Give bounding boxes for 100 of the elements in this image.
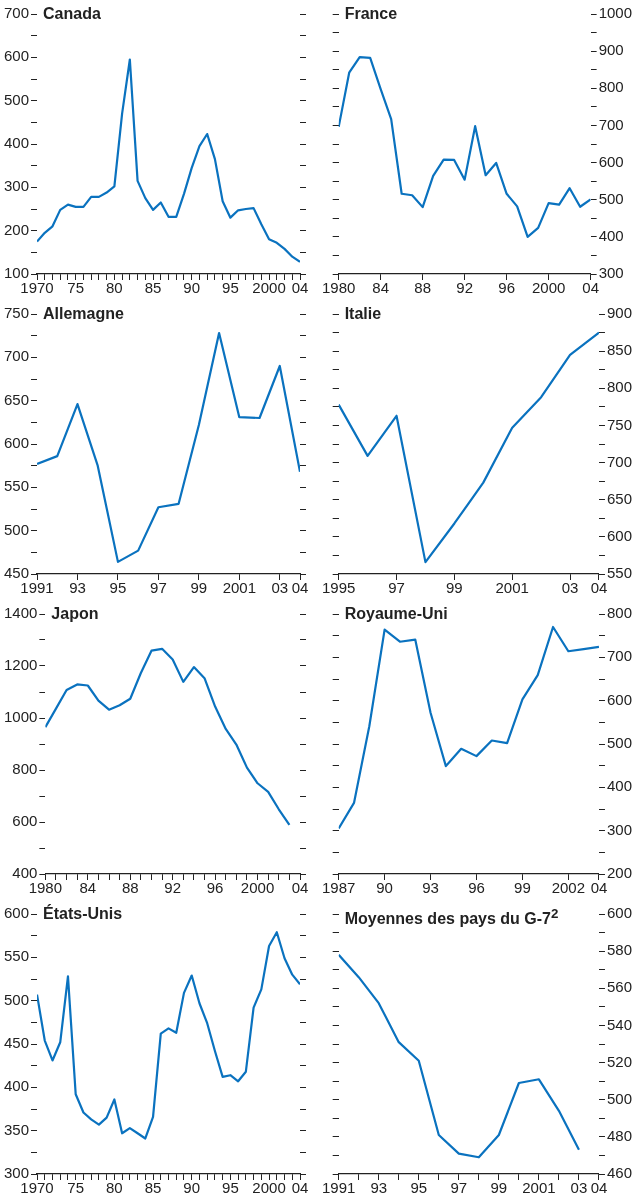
x-tick-label: 90 [183,279,201,297]
y-tick-label: 700 [606,647,632,665]
y-tick-label: 750 [4,304,30,322]
x-tick-label: 93 [69,579,86,597]
x-tick-label: 1970 [20,1179,54,1197]
y-tick-label: 600 [4,434,30,452]
y-tick-label: 300 [598,264,624,282]
x-tick-label: 92 [164,879,182,897]
x-tick-label: 90 [183,1179,201,1197]
x-tick-label: 1980 [322,279,356,297]
x-tick-label: 2002 [551,879,586,897]
y-tick-label: 450 [4,1034,30,1052]
y-tick-label: 600 [12,812,38,830]
y-tick-label: 400 [12,864,38,882]
x-tick-label: 84 [372,279,390,297]
y-tick-label: 650 [4,390,30,408]
y-tick-label: 750 [606,415,632,433]
y-tick-label: 600 [4,47,30,65]
x-tick-label: 92 [456,279,473,297]
y-tick-label: 480 [606,1127,632,1144]
y-tick-label: 200 [606,864,632,882]
x-tick-label: 95 [222,279,239,297]
y-tick-label: 550 [4,947,30,965]
y-tick-label: 460 [606,1164,632,1182]
y-tick-label: 300 [4,177,30,195]
y-tick-label: 1400 [3,604,38,622]
y-tick-label: 540 [606,1015,632,1033]
y-tick-label: 580 [606,941,632,959]
x-tick-label: 2000 [252,279,286,297]
chart-title: Allemagne [43,304,124,324]
y-tick-label: 300 [606,820,632,838]
y-tick-label: 550 [4,477,30,495]
x-tick-label: 93 [422,879,439,897]
x-tick-label: 1995 [322,579,356,597]
y-tick-label: 700 [606,452,632,470]
x-tick-label: 1991 [20,579,54,597]
y-tick-label: 350 [4,1120,30,1138]
y-tick-label: 600 [606,904,632,922]
x-tick-label: 04 [291,579,309,597]
x-tick-label: 2000 [240,879,275,897]
x-tick-label: 90 [376,879,393,897]
chart-title: Japon [51,604,99,624]
x-tick-label: 04 [291,279,309,297]
y-tick-label: 800 [598,78,624,96]
x-tick-label: 85 [144,279,162,297]
x-tick-label: 99 [490,1179,508,1197]
x-tick-label: 85 [144,1179,162,1197]
y-tick-label: 300 [4,1164,30,1182]
x-tick-label: 99 [514,879,531,897]
x-tick-label: 95 [109,579,127,597]
y-tick-label: 850 [606,341,632,359]
y-tick-label: 450 [4,564,30,582]
y-tick-label: 900 [598,41,624,59]
y-tick-label: 600 [606,690,632,708]
y-tick-label: 500 [606,734,632,752]
y-tick-label: 500 [4,90,30,108]
y-tick-label: 600 [4,904,30,922]
y-tick-label: 650 [606,489,632,507]
y-tick-label: 200 [4,220,30,238]
x-tick-label: 2001 [522,1179,556,1197]
x-tick-label: 99 [190,579,208,597]
x-tick-label: 75 [67,279,85,297]
x-tick-label: 2001 [222,579,256,597]
chart-title: Moyennes des pays du G-7$^{2}$ [344,905,559,930]
y-tick-label: 520 [606,1052,632,1070]
x-tick-label: 93 [370,1179,388,1197]
chart-title: Royaume-Uni [344,604,448,624]
chart-title: États-Unis [43,904,123,924]
y-tick-label: 400 [4,1077,30,1095]
x-tick-label: 96 [206,879,224,897]
x-tick-label: 95 [222,1179,239,1197]
x-tick-label: 95 [410,1179,428,1197]
chart-title: France [344,4,398,24]
chart-title: Canada [43,4,101,24]
y-tick-label: 560 [606,978,632,996]
x-tick-label: 03 [271,579,289,597]
x-tick-label: 84 [79,879,97,897]
y-tick-label: 700 [598,115,624,133]
x-tick-label: 04 [590,1179,608,1197]
y-tick-label: 800 [606,604,632,622]
y-tick-label: 700 [4,347,30,365]
x-tick-label: 99 [446,579,463,597]
chart-title: Italie [344,304,382,324]
x-tick-label: 96 [498,279,515,297]
x-tick-label: 03 [570,1179,588,1197]
x-tick-label: 97 [388,579,405,597]
x-tick-label: 80 [106,1179,123,1197]
y-tick-label: 1000 [3,708,38,726]
x-tick-label: 75 [67,1179,85,1197]
y-tick-label: 600 [606,527,632,544]
y-tick-label: 400 [606,777,632,795]
y-tick-label: 1200 [3,656,38,674]
y-tick-label: 600 [598,152,624,170]
x-tick-label: 80 [106,279,123,297]
y-tick-label: 100 [4,264,30,282]
y-tick-label: 500 [606,1089,632,1107]
x-tick-label: 03 [561,579,579,597]
y-tick-label: 550 [606,564,632,582]
y-tick-label: 1000 [598,4,633,22]
x-tick-label: 04 [582,279,599,297]
